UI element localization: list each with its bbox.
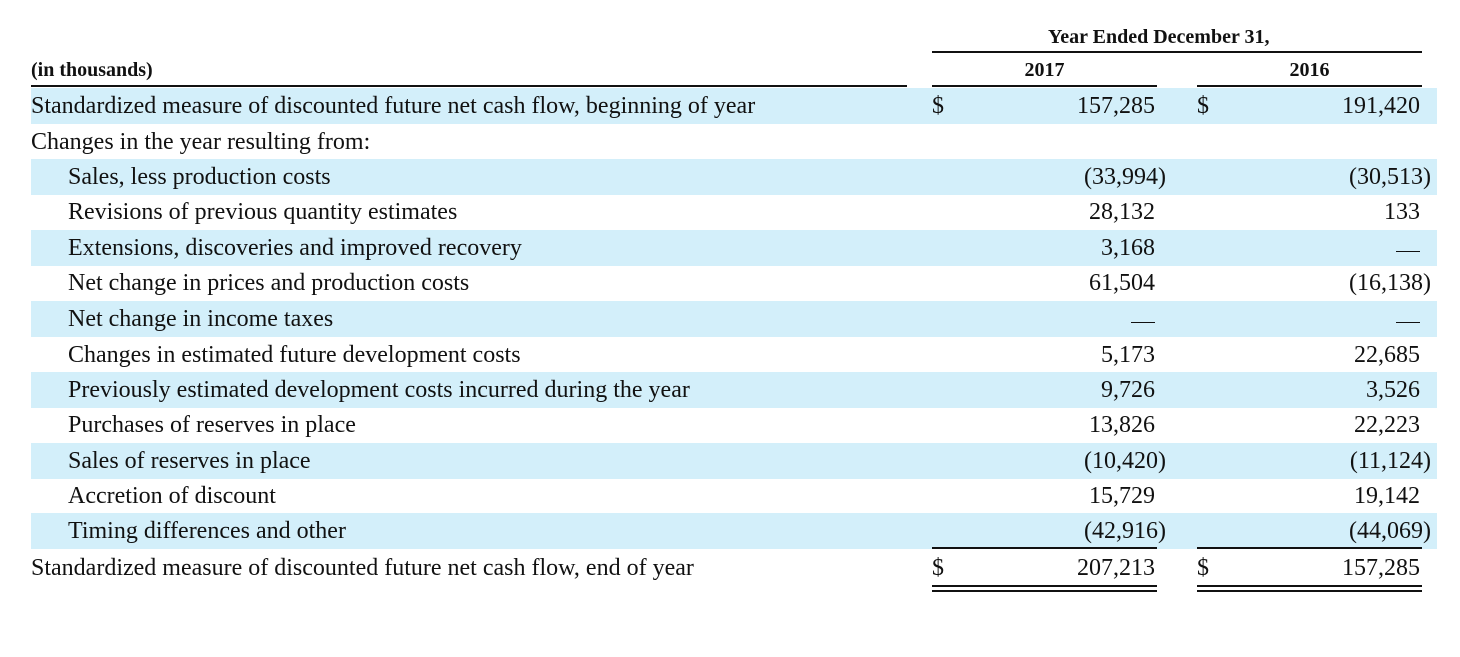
row-label: Net change in income taxes: [68, 306, 334, 332]
subtotal-rule-2017: [932, 547, 1157, 549]
value-2017: 157,285: [1077, 93, 1155, 119]
value-2016: 22,685: [1354, 342, 1420, 368]
value-2016: (30,513): [1349, 164, 1431, 190]
row-label: Accretion of discount: [68, 483, 276, 509]
table-row: Net change in prices and production cost…: [31, 265, 1437, 301]
value-2016-dash: [1396, 251, 1420, 252]
row-label: Standardized measure of discounted futur…: [31, 555, 694, 581]
value-2017-dash: [1131, 322, 1155, 323]
value-2017: 61,504: [1089, 270, 1155, 296]
value-2016: 191,420: [1342, 93, 1420, 119]
units-label: (in thousands): [31, 59, 153, 81]
table-row: Changes in estimated future development …: [31, 337, 1437, 373]
value-2017: 5,173: [1101, 342, 1155, 368]
value-2016-dash: [1396, 322, 1420, 323]
value-2016: 133: [1384, 199, 1420, 225]
value-2017: 9,726: [1101, 377, 1155, 403]
row-label: Timing differences and other: [68, 518, 346, 544]
row-label: Previously estimated development costs i…: [68, 377, 690, 403]
value-2017: 207,213: [1077, 555, 1155, 581]
table-row: Standardized measure of discounted futur…: [31, 550, 1437, 586]
value-2017: 3,168: [1101, 235, 1155, 261]
row-label: Standardized measure of discounted futur…: [31, 93, 756, 119]
value-2016: 19,142: [1354, 483, 1420, 509]
table-row: Previously estimated development costs i…: [31, 372, 1437, 408]
table-row: Standardized measure of discounted futur…: [31, 88, 1437, 124]
table-row: Purchases of reserves in place 13,826 22,2…: [31, 407, 1437, 443]
table-row: Changes in the year resulting from:: [31, 124, 1437, 160]
currency-symbol: $: [932, 93, 944, 119]
table-row: Timing differences and other (42,916) (44,…: [31, 513, 1437, 549]
row-label: Net change in prices and production cost…: [68, 270, 470, 296]
table-row: Sales, less production costs (33,994) (30,…: [31, 159, 1437, 195]
value-2017: 15,729: [1089, 483, 1155, 509]
column-header-2017: 2017: [1024, 59, 1065, 81]
total-double-rule-2016: [1197, 585, 1422, 592]
column-header-2016: 2016: [1289, 59, 1330, 81]
value-2017: (10,420): [1084, 448, 1166, 474]
column-2017-rule: [932, 85, 1157, 87]
column-group-rule: [932, 51, 1422, 53]
value-2017: 28,132: [1089, 199, 1155, 225]
value-2016: 22,223: [1354, 412, 1420, 438]
row-label: Revisions of previous quantity estimates: [68, 199, 458, 225]
value-2017: (42,916): [1084, 518, 1166, 544]
total-double-rule-2017: [932, 585, 1157, 592]
value-2016: 157,285: [1342, 555, 1420, 581]
currency-symbol: $: [1197, 555, 1209, 581]
row-label: Changes in the year resulting from:: [31, 129, 371, 155]
row-label: Changes in estimated future development …: [68, 342, 521, 368]
row-label: Sales of reserves in place: [68, 448, 311, 474]
value-2016: (11,124): [1349, 448, 1431, 474]
table-row: Revisions of previous quantity estimates…: [31, 194, 1437, 230]
row-label: Sales, less production costs: [68, 164, 331, 190]
column-group-header: Year Ended December 31,: [1048, 26, 1270, 48]
currency-symbol: $: [932, 555, 944, 581]
table-row: Extensions, discoveries and improved rec…: [31, 230, 1437, 266]
value-2016: (44,069): [1349, 518, 1431, 544]
subtotal-rule-2016: [1197, 547, 1422, 549]
value-2017: 13,826: [1089, 412, 1155, 438]
column-2016-rule: [1197, 85, 1422, 87]
value-2017: (33,994): [1084, 164, 1166, 190]
table-row: Accretion of discount 15,729 19,142: [31, 478, 1437, 514]
value-2016: (16,138): [1349, 270, 1431, 296]
row-label: Purchases of reserves in place: [68, 412, 356, 438]
table-row: Sales of reserves in place (10,420) (11,12…: [31, 443, 1437, 479]
label-column-rule: [31, 85, 907, 87]
table-row: Net change in income taxes: [31, 301, 1437, 337]
row-label: Extensions, discoveries and improved rec…: [68, 235, 522, 261]
value-2016: 3,526: [1366, 377, 1420, 403]
currency-symbol: $: [1197, 93, 1209, 119]
